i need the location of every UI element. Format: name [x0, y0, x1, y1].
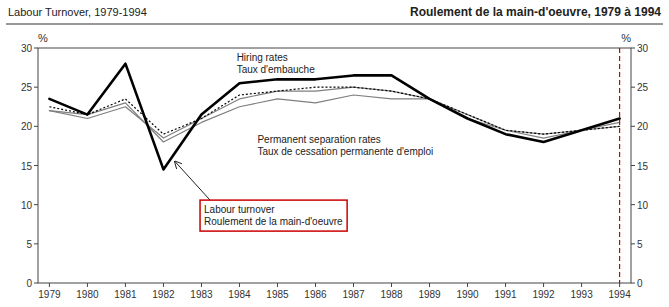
reference-line [619, 48, 620, 283]
y-tick [34, 243, 38, 244]
x-tick-label: 1979 [38, 289, 61, 300]
x-tick-label: 1989 [418, 289, 441, 300]
x-tick [163, 283, 164, 287]
x-tick-label: 1985 [266, 289, 289, 300]
x-tick [201, 283, 202, 287]
x-tick [581, 283, 582, 287]
x-tick-label: 1980 [76, 289, 99, 300]
y2-tick-label: 0 [637, 278, 643, 289]
y-tick [34, 87, 38, 88]
plot-area [49, 48, 619, 283]
x-tick [277, 283, 278, 287]
y2-tick [631, 48, 635, 49]
x-tick-label: 1988 [380, 289, 403, 300]
y-tick-label: 10 [21, 200, 33, 211]
x-tick-label: 1981 [114, 289, 137, 300]
plot-frame [38, 48, 631, 283]
y2-tick [631, 87, 635, 88]
title: Labour Turnover, 1979-1994 [8, 6, 147, 18]
annotation-line: Permanent separation rates [257, 134, 380, 145]
x-tick [315, 283, 316, 287]
y-axis-label: % [38, 32, 48, 44]
x-tick [505, 283, 506, 287]
annotation-box [200, 200, 347, 231]
annotation: Labour turnoverRoulement de la main-d'oe… [175, 162, 347, 232]
x-tick [543, 283, 544, 287]
y2-tick [631, 165, 635, 166]
y-tick-label: 20 [21, 121, 33, 132]
x-tick [125, 283, 126, 287]
y-tick [34, 48, 38, 49]
x-tick [391, 283, 392, 287]
annotation-text: Hiring ratesTaux d'embauche [237, 52, 316, 75]
y2-tick-label: 10 [637, 200, 649, 211]
y2-tick [631, 283, 635, 284]
series-line [49, 64, 619, 170]
y2-tick-label: 30 [637, 43, 649, 54]
y2-tick [631, 204, 635, 205]
y2-tick-label: 25 [637, 82, 649, 93]
x-tick [467, 283, 468, 287]
x-tick-label: 1987 [342, 289, 365, 300]
annotation-text: Labour turnoverRoulement de la main-d'oe… [204, 204, 343, 227]
annotation-line: Labour turnover [204, 204, 275, 215]
annotation: Hiring ratesTaux d'embauche [237, 52, 316, 75]
x-tick [49, 283, 50, 287]
y-tick [34, 204, 38, 205]
subtitle: Roulement de la main-d'oeuvre, 1979 à 19… [410, 5, 661, 19]
y-tick-label: 0 [26, 278, 32, 289]
y-tick [34, 283, 38, 284]
x-tick [619, 283, 620, 287]
annotation-line: Taux d'embauche [237, 64, 316, 75]
y2-tick [631, 243, 635, 244]
annotation-line: Taux de cessation permanente d'emploi [257, 146, 433, 157]
annotation-arrow [175, 162, 210, 201]
series-line [49, 87, 619, 134]
annotation-text: Permanent separation ratesTaux de cessat… [257, 134, 433, 157]
x-tick-label: 1991 [494, 289, 517, 300]
annotation-line: Hiring rates [237, 52, 288, 63]
x-tick-label: 1986 [304, 289, 327, 300]
y-tick [34, 126, 38, 127]
x-tick [239, 283, 240, 287]
title-rule [6, 24, 663, 25]
x-tick-label: 1982 [152, 289, 175, 300]
y2-tick-label: 20 [637, 121, 649, 132]
y2-tick [631, 126, 635, 127]
x-tick [353, 283, 354, 287]
x-tick [429, 283, 430, 287]
y-tick-label: 15 [21, 161, 33, 172]
x-tick-label: 1990 [456, 289, 479, 300]
y2-tick-label: 15 [637, 161, 649, 172]
y-tick-label: 25 [21, 82, 33, 93]
y-tick-label: 30 [21, 43, 33, 54]
x-tick-label: 1992 [532, 289, 555, 300]
x-tick-label: 1994 [608, 289, 631, 300]
x-tick-label: 1993 [570, 289, 593, 300]
y2-axis-label: % [621, 32, 631, 44]
chart: Labour Turnover, 1979-1994 Roulement de l… [0, 0, 669, 307]
y-tick-label: 5 [26, 239, 32, 250]
x-tick-label: 1983 [190, 289, 213, 300]
y2-tick-label: 5 [637, 239, 643, 250]
x-tick-label: 1984 [228, 289, 251, 300]
annotation: Permanent separation ratesTaux de cessat… [257, 134, 433, 157]
y-tick [34, 165, 38, 166]
annotation-line: Roulement de la main-d'oeuvre [204, 216, 343, 227]
x-tick [87, 283, 88, 287]
